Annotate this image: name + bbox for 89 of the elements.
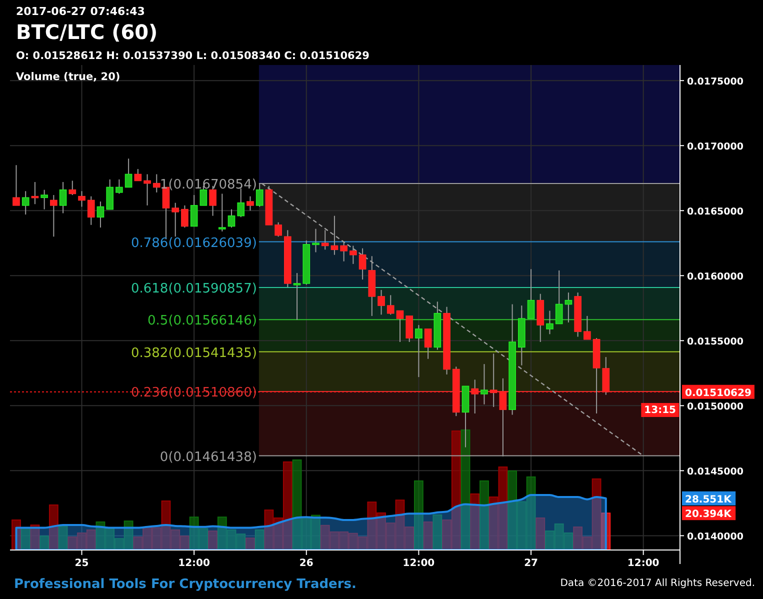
ref-line-label: 0(0.01461438) bbox=[160, 450, 257, 465]
candlestick bbox=[274, 222, 282, 238]
candlestick bbox=[152, 174, 160, 193]
y2-tick-label: 20.394K bbox=[685, 509, 733, 520]
x-tick-label: 12:00 bbox=[178, 558, 210, 569]
bar bbox=[601, 512, 611, 550]
text: Data ©2016-2017 All Rights Reserved. bbox=[560, 578, 755, 589]
candlestick bbox=[396, 310, 404, 342]
bar bbox=[40, 536, 50, 550]
y-tick-label: 0.0165000 bbox=[687, 206, 744, 218]
candlestick bbox=[584, 315, 591, 340]
candlestick bbox=[134, 168, 142, 182]
candlestick bbox=[172, 202, 180, 238]
chart-title: BTC/LTC (60) bbox=[16, 20, 158, 44]
candlestick bbox=[555, 270, 563, 324]
candlestick bbox=[50, 194, 58, 238]
candlestick bbox=[68, 180, 76, 196]
bar bbox=[414, 480, 424, 550]
text: Professional Tools For Cryptocurrency Traders. bbox=[14, 577, 356, 592]
candlestick bbox=[527, 268, 535, 320]
ref-line-label: 0.618(0.01590857) bbox=[130, 282, 257, 297]
ref-line-label: 0.382(0.01541435) bbox=[130, 346, 257, 361]
bar bbox=[470, 493, 480, 550]
candlestick bbox=[406, 315, 414, 342]
candlestick bbox=[59, 182, 67, 214]
annotation: Volume (true, 20) bbox=[16, 71, 120, 83]
candlestick bbox=[546, 310, 554, 335]
candlestick bbox=[340, 241, 348, 262]
bar bbox=[480, 480, 489, 550]
y-tick-label: 0.0145000 bbox=[687, 466, 744, 478]
candlestick bbox=[218, 193, 226, 232]
candlestick bbox=[78, 190, 86, 208]
ref-line-label: 1(0.01670854) bbox=[160, 178, 257, 193]
candlestick bbox=[190, 194, 198, 227]
bar bbox=[208, 530, 218, 550]
bar bbox=[423, 521, 433, 550]
candlestick bbox=[144, 174, 151, 206]
candlestick bbox=[424, 328, 432, 360]
bar bbox=[254, 529, 264, 550]
candlestick bbox=[228, 208, 236, 228]
candlestick bbox=[40, 189, 48, 210]
bar bbox=[30, 524, 40, 550]
bar bbox=[58, 526, 68, 550]
bar bbox=[536, 517, 546, 550]
bar bbox=[432, 514, 442, 550]
candlestick bbox=[246, 196, 254, 212]
bar bbox=[12, 519, 21, 550]
candlestick bbox=[358, 248, 366, 280]
candlestick bbox=[181, 204, 188, 228]
y-tick-label: 0.0160000 bbox=[687, 272, 744, 283]
candlestick bbox=[116, 178, 123, 194]
chart-subtitle: O: 0.01528612 H: 0.01537390 L: 0.01508340 C: 0.01510629 bbox=[16, 50, 370, 62]
x-tick-label: 26 bbox=[299, 558, 314, 569]
annotation: 13:15 bbox=[644, 405, 676, 416]
candlestick bbox=[87, 196, 95, 226]
candlestick bbox=[386, 294, 394, 316]
y-tick-label: 0.0150000 bbox=[687, 402, 744, 413]
x-tick-label: 27 bbox=[524, 558, 538, 569]
x-tick-label: 25 bbox=[74, 558, 89, 569]
x-tick-label: 12:00 bbox=[627, 558, 660, 569]
bar bbox=[246, 538, 255, 550]
ref-line-label: 0.786(0.01626039) bbox=[130, 236, 257, 251]
ref-line-label: 0.01510629 bbox=[685, 388, 752, 399]
candlestick bbox=[378, 289, 385, 316]
ref-line-label: 0.236(0.01510860) bbox=[130, 386, 257, 401]
candlestick bbox=[124, 158, 132, 188]
candlestick bbox=[106, 178, 114, 210]
candlestick bbox=[293, 272, 301, 320]
text: 2017-06-27 07:46:43 bbox=[16, 5, 145, 18]
y-tick-label: 0.0170000 bbox=[687, 142, 744, 153]
candlestick bbox=[564, 292, 572, 323]
y2-tick-label: 28.551K bbox=[685, 494, 733, 506]
x-tick-label: 12:00 bbox=[402, 558, 435, 569]
bar bbox=[20, 527, 30, 550]
bar bbox=[48, 504, 58, 550]
y-tick-label: 0.0155000 bbox=[687, 336, 744, 348]
candlestick bbox=[312, 228, 320, 253]
bar bbox=[460, 429, 470, 550]
candlestick bbox=[415, 324, 422, 378]
y-tick-label: 0.0140000 bbox=[687, 532, 744, 543]
y-tick-label: 0.0175000 bbox=[687, 76, 744, 88]
candlestick bbox=[12, 164, 20, 206]
candlestick bbox=[350, 245, 357, 264]
candlestick bbox=[480, 364, 488, 405]
candlestick bbox=[96, 201, 104, 228]
candlestick bbox=[330, 215, 338, 256]
candlestick bbox=[321, 230, 329, 250]
candlestick bbox=[22, 190, 30, 216]
ref-line-label: 0.5(0.01566146) bbox=[148, 314, 257, 329]
